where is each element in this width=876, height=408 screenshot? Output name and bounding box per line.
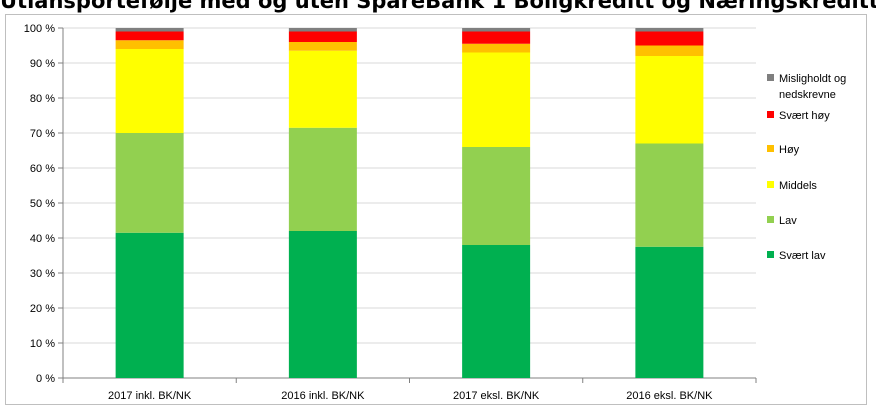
bar-segment [288,42,357,51]
bar-segment [115,49,184,133]
bar-segment [288,231,357,378]
y-tick-label: 50 % [30,198,55,210]
stacked-bar-chart: 0 % 10 % 20 % 30 % 40 % 50 % 60 % 70 % 80 % 90 % 1… [24,23,846,402]
legend-label: Svært høy [779,110,830,122]
legend-label: Svært lav [779,250,826,262]
legend-swatch [767,216,774,223]
legend-swatch [767,145,774,152]
bar-segment [635,143,704,247]
bar-segment [462,245,531,378]
y-tick-label: 60 % [30,163,55,175]
bar-segment [462,147,531,245]
x-tick-label: 2016 eksl. BK/NK [626,390,713,402]
legend-swatch [767,181,774,188]
legend-label: Høy [779,144,800,156]
bar-segment [635,28,704,32]
x-tick-label: 2017 eksl. BK/NK [453,390,540,402]
bar-segment [288,127,357,231]
bar-segment [115,28,184,32]
legend-label: Middels [779,180,817,192]
legend-label-cont: nedskrevne [779,89,836,101]
y-tick-label: 10 % [30,338,55,350]
y-tick-label: 20 % [30,303,55,315]
y-tick-label: 0 % [36,373,55,385]
legend-label: Misligholdt og [779,73,846,85]
bar-segment [635,31,704,46]
x-tick-label: 2017 inkl. BK/NK [108,390,192,402]
legend-swatch [767,251,774,258]
y-tick-label: 30 % [30,268,55,280]
bar-segment [462,28,531,32]
bar-segment [115,232,184,378]
bar-segment [635,246,704,378]
bar-segment [635,56,704,144]
x-tick-label: 2016 inkl. BK/NK [281,390,365,402]
y-tick-label: 90 % [30,58,55,70]
y-tick-label: 40 % [30,233,55,245]
bar-segment [115,31,184,41]
page-title: Utlånsportefølje med og uten SpareBank 1… [0,0,876,13]
bar-segment [462,43,531,53]
bar-segment [462,52,531,147]
chart-area: 0 % 10 % 20 % 30 % 40 % 50 % 60 % 70 % 80 % 90 % 1… [5,14,867,405]
bar-segment [288,28,357,32]
legend-label: Lav [779,215,797,227]
legend-swatch [767,74,774,81]
bar-segment [115,133,184,233]
legend-swatch [767,111,774,118]
bar-segment [462,31,531,44]
y-tick-label: 100 % [24,23,55,35]
bar-segment [288,50,357,128]
bar-segment [635,45,704,56]
y-tick-label: 80 % [30,93,55,105]
y-tick-label: 70 % [30,128,55,140]
bar-segment [115,40,184,49]
bar-segment [288,31,357,42]
